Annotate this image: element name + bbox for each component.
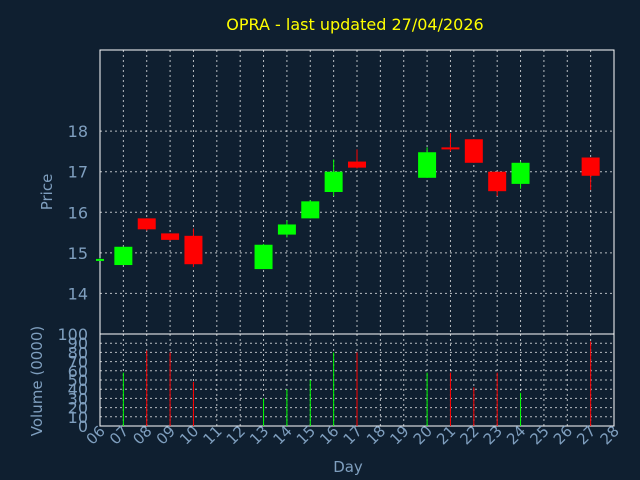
volume-tick-label: 80 [68,343,88,362]
price-tick-label: 18 [68,122,88,141]
volume-tick-label: 90 [68,334,88,353]
volume-tick-label: 0 [78,417,88,436]
price-tick-label: 17 [68,163,88,182]
candle-body [96,258,104,261]
candle-body [301,201,320,219]
day-axis-label: Day [333,458,363,476]
price-tick-label: 16 [68,203,88,222]
volume-axis-label: Volume (0000) [28,326,46,436]
candle-body [137,218,156,230]
volume-tick-label: 10 [68,408,88,427]
chart-title: OPRA - last updated 27/04/2026 [226,15,483,34]
volume-tick-label: 60 [68,362,88,381]
candle-body [464,139,483,163]
candle-body [161,233,180,240]
volume-tick-label: 50 [68,371,88,390]
volume-tick-label: 100 [57,325,88,344]
day-axis-ticks: 0607080910111213141516171819202122232425… [83,422,623,448]
volume-tick-label: 40 [68,380,88,399]
volume-tick-label: 70 [68,353,88,372]
volume-tick-label: 20 [68,399,88,418]
volume-tick-label: 30 [68,389,88,408]
candle-body [348,161,366,168]
price-candles [96,133,600,270]
candle-body [441,147,460,150]
candle-body [184,235,203,265]
candle-body [488,171,507,192]
candle-body [277,224,296,235]
candle-body [418,152,437,178]
price-axis-label: Price [38,174,56,211]
candle-body [581,157,600,176]
candle-body [114,246,133,266]
price-tick-label: 15 [68,244,88,263]
candle-body [324,171,343,192]
price-tick-label: 14 [68,284,88,303]
volume-bars [122,341,592,426]
price-axis-ticks: 14 15 16 17 18 [68,122,88,303]
candle-body [511,162,530,184]
candle-body [254,244,273,270]
